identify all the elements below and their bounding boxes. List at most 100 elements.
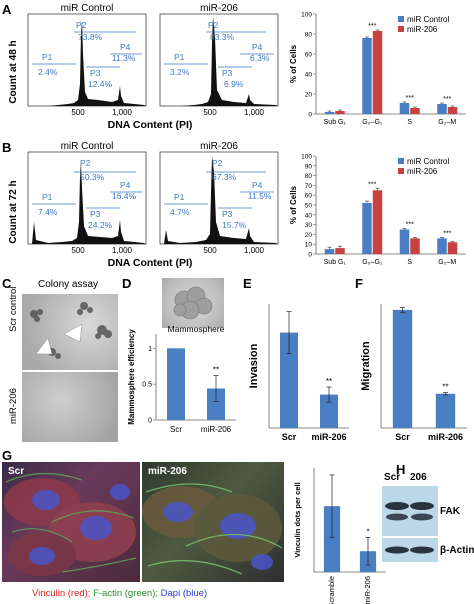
x-tick-label: Scramble: [327, 576, 336, 604]
x-tick-label: miR-206: [363, 576, 372, 604]
x-tick-label: Scr: [282, 432, 297, 442]
y-tick-label: 90: [305, 163, 313, 170]
legend-swatch: [398, 158, 404, 164]
flow-title: miR Control: [61, 3, 114, 14]
bar: [447, 107, 458, 114]
gate-label: P2: [212, 158, 223, 168]
gate-value: 2.4%: [38, 67, 58, 77]
significance-marker: ***: [368, 23, 376, 30]
bar: [399, 229, 410, 254]
legend-swatch: [398, 168, 404, 174]
bar: [362, 203, 372, 254]
gate-label: P2: [80, 158, 91, 168]
mammosphere-bar-chart: 0 0.5 1 Mammosphere efficiency Scr ** miR-206 M…: [127, 326, 236, 434]
y-tick-label: 0: [308, 252, 312, 259]
blot-lane-scr: Scr: [384, 472, 401, 483]
bar: [435, 393, 456, 428]
panel-letter-f: F: [355, 276, 363, 291]
bar: [362, 38, 372, 114]
legend-label: miR Control: [407, 157, 449, 166]
legend-swatch: [398, 16, 404, 22]
image-label-scr: Scr: [8, 466, 25, 477]
flow-plot-b-mir206: miR-206 P1 4.7% P2 67.3% P3 15.7% P4 11.…: [159, 141, 279, 255]
gate-value: 11.5%: [248, 191, 272, 201]
legend-label: miR-206: [407, 25, 438, 34]
panel-letter-h: H: [396, 462, 406, 477]
flow-title: miR Control: [61, 141, 114, 152]
flow-plot-a-control: miR Control P1 2.4% P2 73.8% P3 12.4% P4…: [27, 3, 147, 117]
legend-dapi: Dapi (blue): [160, 588, 208, 599]
flow-cytometry-figures: Count at 48 h Count at 72 h miR Control …: [8, 3, 279, 269]
bar: [399, 103, 410, 114]
significance-marker: ***: [406, 95, 414, 102]
y-tick-label: 100: [301, 154, 312, 161]
arrowhead-icon: [35, 337, 53, 355]
y-tick-label: 30: [305, 222, 313, 229]
flow-tick: 500: [203, 108, 217, 117]
x-tick-label: Sub G₁: [324, 119, 347, 126]
bar: [447, 242, 458, 254]
legend-vinculin: Vinculin (red);: [32, 588, 91, 599]
y-axis-label: Mammosphere efficiency: [127, 329, 136, 425]
x-tick-label: S: [407, 119, 412, 126]
gate-value: 16.4%: [112, 191, 137, 201]
x-tick-label: miR-206: [201, 425, 232, 434]
y-tick-label: 100: [301, 12, 312, 19]
arrowhead-icon: [63, 323, 83, 343]
bar: [335, 111, 345, 114]
legend-swatch: [398, 26, 404, 32]
gate-label: P3: [222, 209, 233, 219]
y-tick-label: 20: [305, 232, 313, 239]
flow-tick: 1,000: [244, 108, 265, 117]
gate-label: P4: [252, 42, 263, 52]
bar: [207, 388, 225, 420]
panel-letter-b: B: [2, 140, 12, 155]
fluorescence-image-mir206: miR-206: [142, 462, 284, 582]
flow-xlabel-a: DNA Content (PI): [108, 119, 193, 131]
x-tick-label: miR-206: [311, 432, 346, 442]
gate-label: P1: [42, 52, 53, 62]
vinculin-bar-chart: Vinculin dots per cell Scramble * miR-206: [293, 468, 386, 604]
panel-letter-a: A: [2, 2, 12, 17]
gate-label: P3: [90, 68, 101, 78]
significance-marker: **: [213, 366, 219, 375]
gate-value: 11.3%: [112, 53, 136, 63]
flow-ylabel-72h: Count at 72 h: [8, 180, 19, 243]
significance-marker: ***: [406, 222, 414, 229]
legend-factin: F-actin (green);: [93, 588, 159, 599]
flow-tick: 1,000: [112, 246, 133, 255]
panel-letter-g: G: [2, 448, 13, 463]
bar: [392, 309, 413, 428]
flow-title: miR-206: [200, 3, 238, 14]
blot-lane-206: 206: [410, 472, 427, 483]
flow-tick: 1,000: [112, 108, 133, 117]
gate-value: 15.7%: [222, 220, 247, 230]
colony-image-scr: [22, 294, 118, 370]
gate-label: P3: [90, 209, 101, 219]
bar: [335, 248, 345, 254]
bar: [323, 506, 341, 572]
bar: [372, 190, 383, 254]
significance-marker: ***: [368, 181, 376, 188]
x-tick-label: G₂–M: [438, 119, 456, 126]
y-tick-label: 50: [305, 203, 313, 210]
y-tick-label: 70: [305, 183, 313, 190]
flow-xlabel-b: DNA Content (PI): [108, 257, 193, 269]
invasion-bar-chart: Invasion Scr ** miR-206: [248, 304, 349, 442]
bar: [167, 348, 185, 420]
gate-value: 6.3%: [250, 53, 270, 63]
gate-value: 6.9%: [224, 79, 244, 89]
gate-label: P2: [76, 20, 87, 30]
colony-image-mir206: [22, 372, 118, 442]
y-tick-label: 60: [305, 193, 313, 200]
y-axis-label: Vinculin dots per cell: [293, 482, 302, 557]
image-label-mir206: miR-206: [148, 466, 187, 477]
x-tick-label: Sub G₁: [324, 259, 347, 266]
flow-plot-a-mir206: miR-206 P1 3.2% P2 83.3% P3 6.9% P4 6.3%…: [159, 3, 279, 117]
legend-label: miR-206: [407, 167, 438, 176]
blot-label-actin: β-Actin: [440, 545, 474, 556]
blot-fak-band: [382, 486, 438, 536]
y-tick-label: 0.5: [142, 382, 152, 389]
bar: [437, 104, 447, 114]
bar: [437, 238, 447, 254]
